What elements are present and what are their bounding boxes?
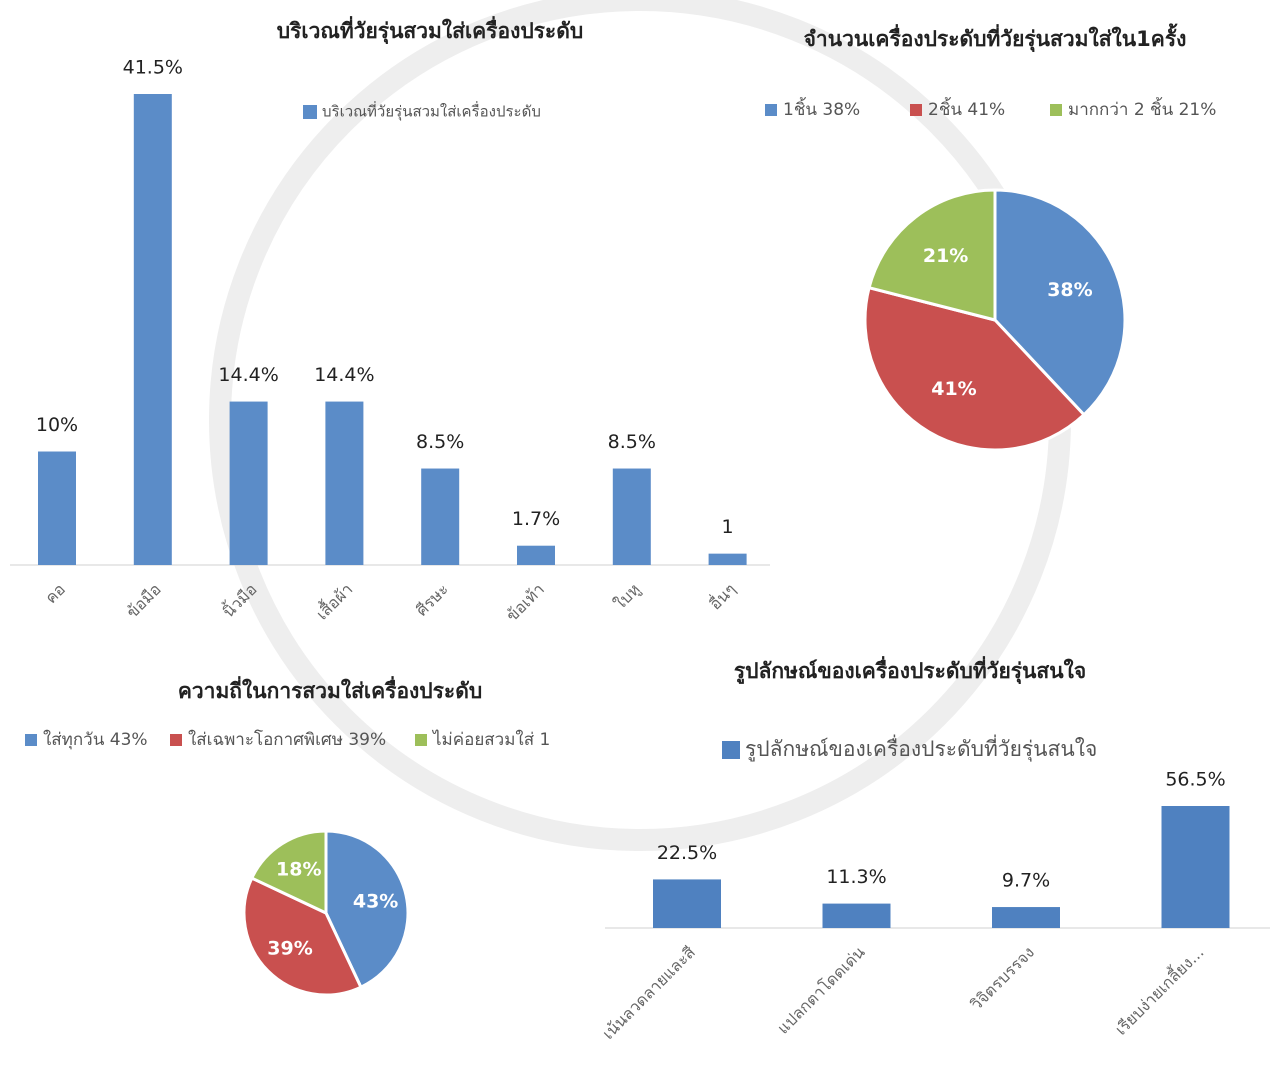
bar [229,401,268,565]
pie-slice [993,188,1127,417]
pie-slice [242,876,363,997]
bar [1161,806,1230,928]
bar [822,903,891,928]
bar [992,907,1060,928]
data-label: 1 [722,516,734,538]
chart-title: บริเวณที่วัยรุ่นสวมใส่เครื่องประดับ [277,15,583,45]
data-label: 11.3% [826,866,886,888]
bar [38,451,76,565]
data-label: 22.5% [657,842,717,864]
data-label: 41.5% [123,57,183,79]
data-label: 43% [353,890,398,912]
bar [517,545,555,565]
data-label: 14.4% [314,364,374,386]
bar [653,879,721,928]
x-tick-label: คอ [41,580,69,608]
legend-swatch [1050,104,1062,116]
legend-swatch [910,104,922,116]
legend-swatch [170,734,182,746]
data-label: 8.5% [416,431,464,453]
chart-title: รูปลักษณ์ของเครื่องประดับที่วัยรุ่นสนใจ [734,655,1086,685]
bar [708,553,747,565]
legend-label: บริเวณที่วัยรุ่นสวมใส่เครื่องประดับ [322,101,541,122]
data-label: 18% [276,859,321,881]
data-label: 38% [1047,279,1092,301]
x-tick-label: เรียบง่ายเกลี้ยง... [1110,941,1208,1039]
legend-label: รูปลักษณ์ของเครื่องประดับที่วัยรุ่นสนใจ [745,734,1097,762]
x-tick-label: ศีรษะ [412,580,452,620]
pie-slice [863,285,1087,452]
x-tick-label: แปลกตาโดดเด่น [773,943,868,1038]
data-label: 39% [267,937,312,959]
bar [421,468,460,565]
legend-swatch [765,104,777,116]
pie-slice [324,829,410,990]
legend-swatch [722,741,740,759]
data-label: 10% [36,414,78,436]
bar [325,401,364,565]
bar [612,468,651,565]
data-label: 14.4% [218,364,278,386]
legend-swatch [303,105,317,119]
data-label: 56.5% [1165,769,1225,791]
x-tick-label: วิจิตรบรรจง [967,943,1038,1014]
chart-title: ความถี่ในการสวมใส่เครื่องประดับ [178,675,482,703]
legend-swatch [415,734,427,746]
x-tick-label: ข้อเท้า [502,580,548,626]
legend-label: 2ชิ้น 41% [928,97,1005,120]
pie-slice [249,829,328,916]
x-tick-label: เน้นลวดลายและสี [598,942,699,1043]
x-tick-label: ข้อมือ [123,580,165,622]
bar [133,94,172,565]
legend-label: ไม่ค่อยสวมใส่ 1 [431,729,550,750]
legend-label: 1ชิ้น 38% [783,97,860,120]
data-label: 41% [931,378,976,400]
data-label: 9.7% [1002,870,1050,892]
legend-label: มากกว่า 2 ชิ้น 21% [1068,97,1216,120]
data-label: 8.5% [608,431,656,453]
chart-title: จำนวนเครื่องประดับที่วัยรุ่นสวมใส่ใน1ครั… [804,23,1187,53]
legend-label: ใส่เฉพาะโอกาศพิเศษ 39% [188,729,386,750]
legend-label: ใส่ทุกวัน 43% [43,729,148,750]
pie-slice [867,188,997,322]
x-tick-label: ใบหู [610,580,644,614]
data-label: 1.7% [512,508,560,530]
legend-swatch [25,734,37,746]
x-tick-label: อื่นๆ [704,578,739,613]
x-tick-label: เสื้อผ้า [311,578,356,623]
data-label: 21% [923,245,968,267]
